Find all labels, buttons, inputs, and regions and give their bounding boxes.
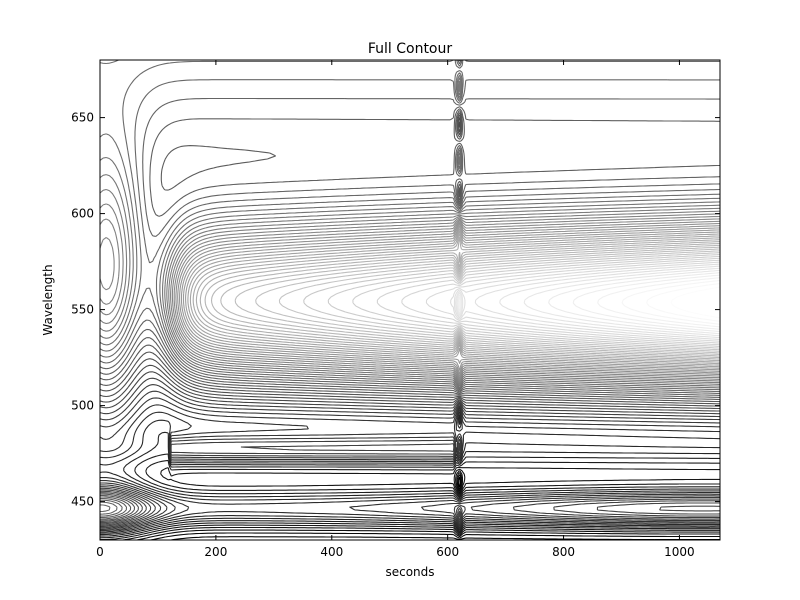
contour-level-line — [195, 236, 720, 363]
chart-title: Full Contour — [368, 41, 453, 57]
x-tick-label: 1000 — [664, 545, 695, 559]
contour-level-line — [100, 411, 720, 534]
contour-level-line — [100, 404, 720, 532]
plot-background — [100, 60, 720, 540]
x-tick-label: 200 — [204, 545, 227, 559]
contour-level-line — [100, 110, 720, 520]
contour-level-line — [180, 223, 720, 372]
contour-level-line — [100, 210, 720, 384]
y-tick-label: 500 — [71, 399, 94, 413]
x-tick-label: 600 — [436, 545, 459, 559]
contour-level-line — [100, 117, 720, 524]
contour-level-line — [100, 414, 720, 536]
contour-level-line — [457, 272, 720, 333]
y-tick-label: 550 — [71, 303, 94, 317]
contour-level-line — [173, 215, 720, 381]
contour-level-line — [100, 377, 720, 527]
contour-level-line — [100, 60, 720, 393]
contour-level-line — [694, 291, 720, 314]
contour-level-line — [100, 60, 720, 517]
x-tick-label: 400 — [320, 545, 343, 559]
contour-level-line — [100, 121, 720, 525]
y-tick-label: 600 — [71, 207, 94, 221]
contour-level-line — [458, 476, 461, 488]
contour-level-line — [100, 114, 720, 522]
plot-frame — [99, 59, 721, 541]
contour-level-line — [455, 267, 720, 337]
contour-level-line — [450, 263, 720, 341]
contour-level-line — [100, 60, 720, 513]
contour-lines — [100, 60, 720, 540]
contour-level-line — [100, 467, 720, 540]
contour-level-line — [457, 274, 720, 330]
contour-level-line — [175, 218, 720, 379]
contour-level-line — [100, 203, 720, 385]
contour-level-line — [220, 244, 720, 357]
x-axis-ticks: 0 200 400 600 800 1000 — [96, 60, 695, 559]
contour-level-line — [189, 230, 720, 366]
contour-level-line — [150, 472, 720, 540]
contour-level-line — [100, 60, 720, 519]
contour-level-line — [136, 470, 720, 540]
contour-level-line — [192, 233, 720, 365]
x-tick-label: 0 — [96, 545, 104, 559]
contour-level-line — [456, 269, 720, 335]
y-axis-label: Wavelength — [41, 264, 55, 335]
contour-level-line — [187, 228, 720, 368]
contour-level-line — [204, 241, 720, 360]
contour-level-line — [100, 60, 720, 391]
contour-level-line — [100, 397, 720, 530]
x-tick-label: 800 — [552, 545, 575, 559]
contour-level-line — [122, 468, 720, 540]
contour-level-line — [234, 246, 720, 356]
y-axis-ticks: 450 500 550 600 650 — [71, 111, 720, 509]
contour-level-line — [621, 279, 720, 325]
contour-level-line — [425, 261, 720, 342]
contour-level-line — [100, 213, 720, 382]
contour-level-line — [646, 282, 720, 322]
contour-level-line — [278, 250, 720, 352]
contour-level-line — [182, 225, 720, 371]
contour-level-line — [177, 220, 720, 377]
contour-level-line — [100, 453, 720, 537]
contour-level-line — [401, 259, 720, 344]
contour-level-line — [376, 257, 720, 346]
contour-level-line — [179, 222, 720, 374]
contour-level-line — [100, 459, 720, 539]
contour-level-line — [100, 384, 720, 528]
contour-level-line — [199, 239, 720, 362]
contour-level-line — [100, 74, 720, 389]
contour-level-line — [100, 390, 720, 529]
contour-level-line — [453, 265, 720, 339]
contour-level-line — [185, 226, 720, 369]
contour-level-line — [458, 277, 720, 328]
x-axis-label: seconds — [385, 565, 434, 579]
contour-level-line — [100, 60, 720, 515]
contour-level-line — [100, 112, 720, 521]
contour-level-line — [210, 242, 720, 359]
contour-level-line — [100, 77, 720, 387]
contour-level-line — [670, 286, 720, 319]
contour-level-line — [303, 252, 720, 351]
contour-level-line — [100, 80, 720, 386]
contour-level-line — [100, 371, 720, 526]
y-tick-label: 650 — [71, 111, 94, 125]
y-tick-label: 450 — [71, 495, 94, 509]
contour-level-line — [352, 255, 720, 347]
contour-level-line — [327, 253, 720, 349]
